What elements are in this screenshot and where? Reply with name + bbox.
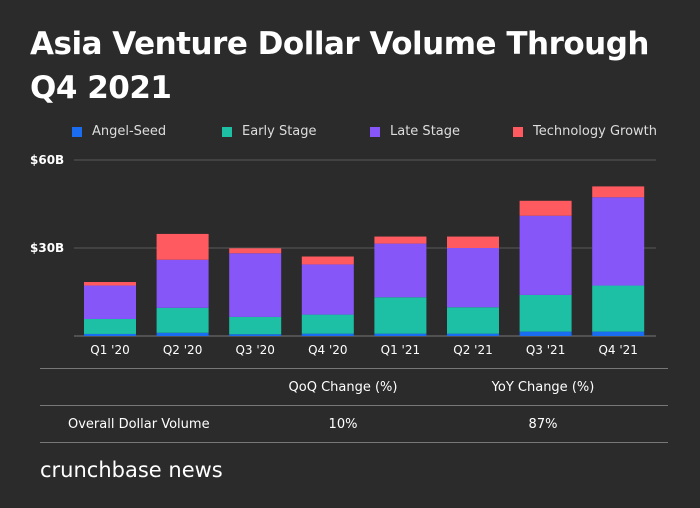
legend: Angel-Seed Early Stage Late Stage Technolog… — [0, 124, 700, 144]
bar-segment — [229, 316, 282, 335]
bar-segment — [84, 282, 136, 286]
legend-item: Late Stage — [370, 124, 460, 139]
x-tick-label: Q1 '21 — [381, 343, 420, 357]
x-tick-label: Q3 '20 — [235, 343, 274, 357]
x-tick-label: Q4 '21 — [598, 343, 637, 357]
table-header-row: QoQ Change (%) YoY Change (%) — [40, 368, 668, 406]
summary-table: QoQ Change (%) YoY Change (%) Overall Do… — [40, 368, 668, 443]
bar-segment — [301, 333, 354, 336]
x-tick-label: Q3 '21 — [526, 343, 565, 357]
bar-segment — [84, 333, 136, 336]
bar-segment — [301, 314, 354, 334]
row-label: Overall Dollar Volume — [68, 416, 210, 432]
legend-label: Late Stage — [390, 124, 461, 139]
bar-segment — [229, 334, 282, 336]
y-tick-label: $60B — [30, 153, 64, 167]
bar-segment — [374, 297, 427, 334]
bar-segment — [156, 259, 209, 308]
bar-segment — [519, 331, 572, 336]
bar-segment — [447, 248, 499, 308]
bar-segment — [374, 236, 427, 244]
bar-segment — [374, 243, 427, 298]
legend-swatch — [72, 126, 82, 137]
qoq-value: 10% — [328, 416, 358, 432]
x-tick-label: Q4 '20 — [308, 343, 347, 357]
legend-item: Technology Growth — [513, 124, 657, 139]
bar-segment — [374, 333, 427, 336]
bar-segment — [229, 248, 282, 254]
legend-label: Angel-Seed — [92, 124, 167, 139]
legend-swatch — [370, 126, 380, 137]
yoy-value: 87% — [528, 416, 558, 432]
bar-segment — [156, 307, 209, 333]
bar-segment — [592, 331, 645, 336]
bar-segment — [519, 200, 572, 216]
legend-swatch — [513, 126, 523, 137]
legend-swatch — [222, 126, 232, 137]
bar-segment — [447, 307, 499, 334]
y-tick-label: $30B — [30, 241, 64, 255]
x-tick-label: Q1 '20 — [90, 343, 129, 357]
bar-segment — [592, 197, 645, 286]
bar-segment — [519, 215, 572, 295]
legend-label: Early Stage — [242, 124, 317, 139]
table-row: Overall Dollar Volume 10% 87% — [40, 406, 668, 443]
chart-title: Asia Venture Dollar Volume Through Q4 20… — [30, 26, 649, 106]
brand-logo: crunchbase news — [40, 458, 223, 482]
bar-segment — [84, 285, 136, 319]
legend-item: Angel-Seed — [72, 124, 166, 139]
legend-label: Technology Growth — [533, 124, 658, 139]
legend-item: Early Stage — [222, 124, 317, 139]
bar-segment — [156, 332, 209, 336]
header-qoq: QoQ Change (%) — [288, 379, 398, 395]
x-tick-label: Q2 '20 — [163, 343, 202, 357]
bar-segment — [301, 264, 354, 315]
bar-segment — [447, 236, 499, 248]
bar-segment — [592, 285, 645, 332]
header-yoy: YoY Change (%) — [491, 379, 595, 395]
bar-segment — [447, 333, 499, 336]
x-tick-label: Q2 '21 — [453, 343, 492, 357]
bar-segment — [229, 253, 282, 317]
bar-segment — [84, 318, 136, 334]
bar-segment — [156, 233, 209, 260]
bar-segment — [592, 186, 645, 198]
bar-segment — [301, 256, 354, 265]
bar-chart: $30B $60B Q1 '20 Q2 '20 Q3 '20 Q4 '20 Q1 '21 Q2… — [30, 153, 656, 357]
bar-segment — [519, 294, 572, 332]
